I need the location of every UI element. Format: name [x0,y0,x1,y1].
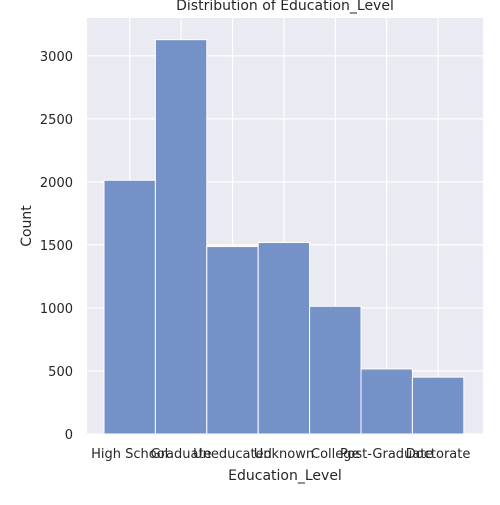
y-tick-label: 0 [65,428,73,443]
bar-unknown [257,242,311,435]
chart-title: Distribution of Education_Level [176,0,394,14]
y-axis-label: Count [19,205,35,247]
x-tick-label: Post-Graduate [340,447,433,462]
bar-uneducated [206,246,259,435]
bar-doctorate [411,376,465,435]
y-tick-label: 1000 [40,302,73,317]
bar-graduate [154,39,208,435]
bar-high-school [103,179,156,435]
y-tick-label: 2000 [40,176,73,191]
x-tick-label: College [311,447,360,462]
bar-post-graduate [360,368,413,435]
bar-layer [103,39,465,435]
x-tick-label: Doctorate [406,447,471,462]
bar-college [309,305,362,435]
x-tick-label: Unknown [254,447,314,462]
x-tick-labels: High SchoolGraduateUneducatedUnknownColl… [91,447,470,462]
x-axis-label: Education_Level [228,468,342,484]
y-tick-labels: 0 500 1000 1500 2000 2500 3000 [40,50,73,443]
y-tick-label: 1500 [40,239,73,254]
y-tick-label: 2500 [40,113,73,128]
x-tick-label: Uneducated [193,447,272,462]
y-tick-label: 3000 [40,50,73,65]
x-tick-label: High School [91,447,168,462]
x-tick-label: Graduate [151,447,212,462]
y-tick-label: 500 [48,365,73,380]
